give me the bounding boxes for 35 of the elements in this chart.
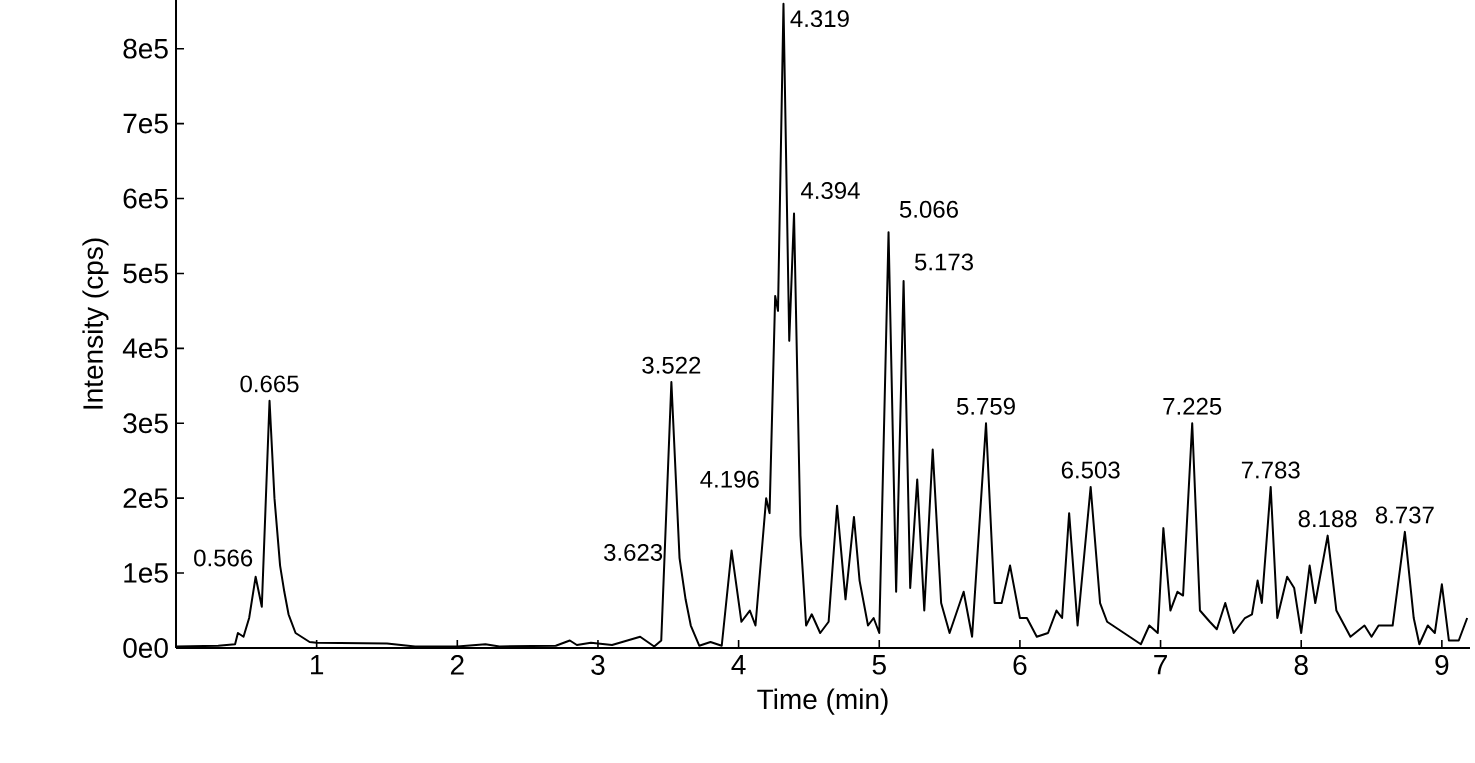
y-tick-label: 6e5 [123,188,168,209]
x-tick-label: 3 [591,655,605,675]
y-tick-label: 4e5 [122,338,168,359]
annotation: 4.394 [800,182,860,200]
y-tick-label: 8e5 [123,38,168,59]
y-axis-title: Intensity (cps) [82,238,109,409]
y-tick-label: 0e0 [123,638,168,658]
annotation: 7.783 [1241,461,1300,479]
y-tick-label: 7e5 [123,113,168,134]
annotation: 3.623 [604,543,663,561]
x-tick-label: 4 [731,655,746,675]
annotation: 4.196 [700,470,759,488]
x-tick-label: 2 [450,655,464,675]
x-axis-title: Time (min) [757,688,888,715]
x-tick-label: 5 [872,655,886,675]
annotation: 8.188 [1298,510,1357,528]
x-tick-label: 6 [1013,655,1027,675]
annotation: 5.759 [956,397,1015,415]
x-tick-label: 9 [1435,655,1449,675]
annotation: 7.225 [1163,397,1222,415]
annotation: 0.566 [194,549,253,567]
annotation: 4.319 [790,10,849,28]
annotation: 5.066 [899,200,958,218]
annotation: 0.665 [240,375,299,393]
y-tick-label: 5e5 [123,263,168,284]
y-tick-label: 1e5 [124,563,168,583]
y-tick-label: 3e5 [123,413,168,434]
x-tick-label: 1 [311,655,324,675]
annotation: 6.503 [1061,461,1120,479]
annotation: 3.522 [642,356,701,374]
y-tick-label: 2e5 [123,488,168,509]
annotation: 5.173 [914,253,973,271]
x-tick-label: 8 [1294,655,1308,675]
annotation: 8.737 [1375,506,1434,524]
x-tick-label: 7 [1154,655,1167,675]
